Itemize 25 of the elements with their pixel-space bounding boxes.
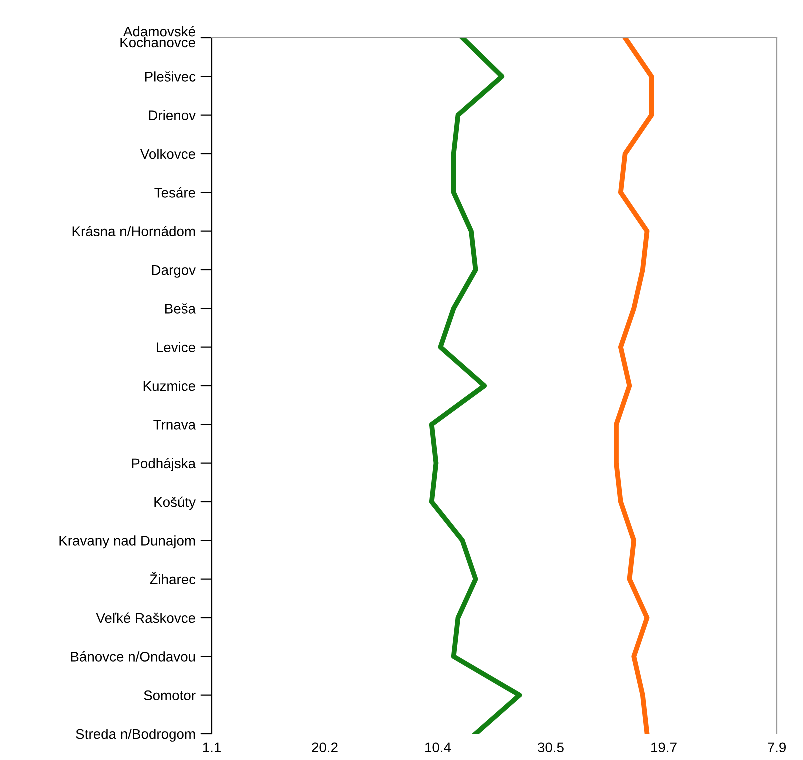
y-tick-label: Plešivec	[145, 72, 196, 82]
y-tick-label: Drienov	[149, 110, 196, 121]
y-tick-label: Dargov	[152, 265, 196, 278]
y-tick-label: Bánovce n/Ondavou	[71, 651, 196, 662]
y-tick-label: Streda n/Bodrogom	[76, 728, 196, 742]
y-tick-label: Veľké Raškovce	[96, 612, 196, 624]
y-tick-label: Kuzmice	[144, 380, 196, 392]
y-tick-label: Tesáre	[154, 187, 196, 198]
y-tick-label: Beša	[166, 304, 196, 314]
text: 7.9	[768, 742, 786, 753]
text: 30.5	[538, 742, 564, 753]
y-tick-label: Adamovské Kochanovce	[120, 26, 196, 48]
text: 19.7	[652, 742, 677, 753]
y-tick-label: Somotor	[144, 690, 196, 701]
y-tick-label: Žiharec	[150, 572, 196, 585]
text: 1.1	[203, 742, 221, 752]
y-tick-label: Podhájska	[132, 458, 196, 472]
y-tick-label: Volkovce	[140, 148, 196, 160]
y-tick-label: Krásna n/Hornádom	[72, 226, 196, 237]
y-tick-label: Levice	[157, 342, 196, 353]
text: 20.2	[312, 742, 338, 753]
text: 10.4	[426, 742, 452, 753]
y-tick-label: Košúty	[154, 496, 196, 510]
y-tick-label: Trnava	[154, 420, 196, 430]
y-tick-label: Kravany nad Dunajom	[60, 536, 196, 549]
